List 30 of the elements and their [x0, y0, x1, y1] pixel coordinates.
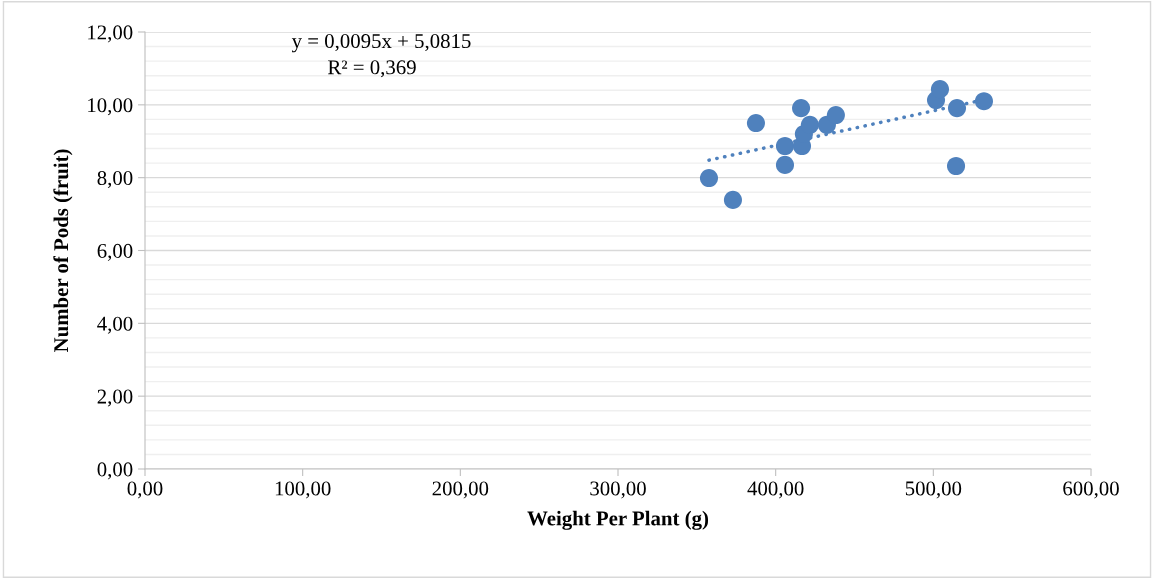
y-tick-label: 6,00	[97, 243, 133, 261]
y-tick-label: 4,00	[97, 316, 133, 334]
x-tick-label: 0,00	[127, 481, 163, 499]
x-tick-label: 100,00	[275, 481, 331, 499]
point	[775, 155, 795, 174]
point	[775, 136, 795, 156]
y-tick-label: 2,00	[97, 389, 133, 407]
point	[947, 99, 967, 118]
y-tick-label: 0,00	[97, 462, 133, 480]
point	[974, 92, 993, 111]
point	[946, 156, 966, 176]
x-tick-label: 300,00	[590, 481, 646, 499]
point	[792, 99, 811, 118]
x-axis-title: Weight Per Plant (g)	[527, 510, 709, 530]
y-tick-label: 12,00	[88, 25, 133, 43]
x-tick-label: 200,00	[432, 481, 489, 499]
x-tick-label: 500,00	[905, 481, 962, 499]
y-tick-label: 8,00	[97, 171, 133, 189]
x-tick-label: 600,00	[1063, 481, 1119, 499]
point	[723, 190, 742, 209]
y-tick-label: 10,00	[88, 98, 133, 116]
point	[800, 115, 819, 134]
point	[826, 105, 845, 125]
y-axis-title: Number of Pods (fruit)	[53, 149, 73, 353]
x-tick-label: 400,00	[747, 481, 804, 499]
point	[930, 80, 950, 99]
point	[699, 168, 719, 188]
annotation: y = 0,0095x + 5,0815	[291, 34, 471, 53]
point	[746, 113, 766, 133]
annotation: R² = 0,369	[328, 60, 416, 78]
